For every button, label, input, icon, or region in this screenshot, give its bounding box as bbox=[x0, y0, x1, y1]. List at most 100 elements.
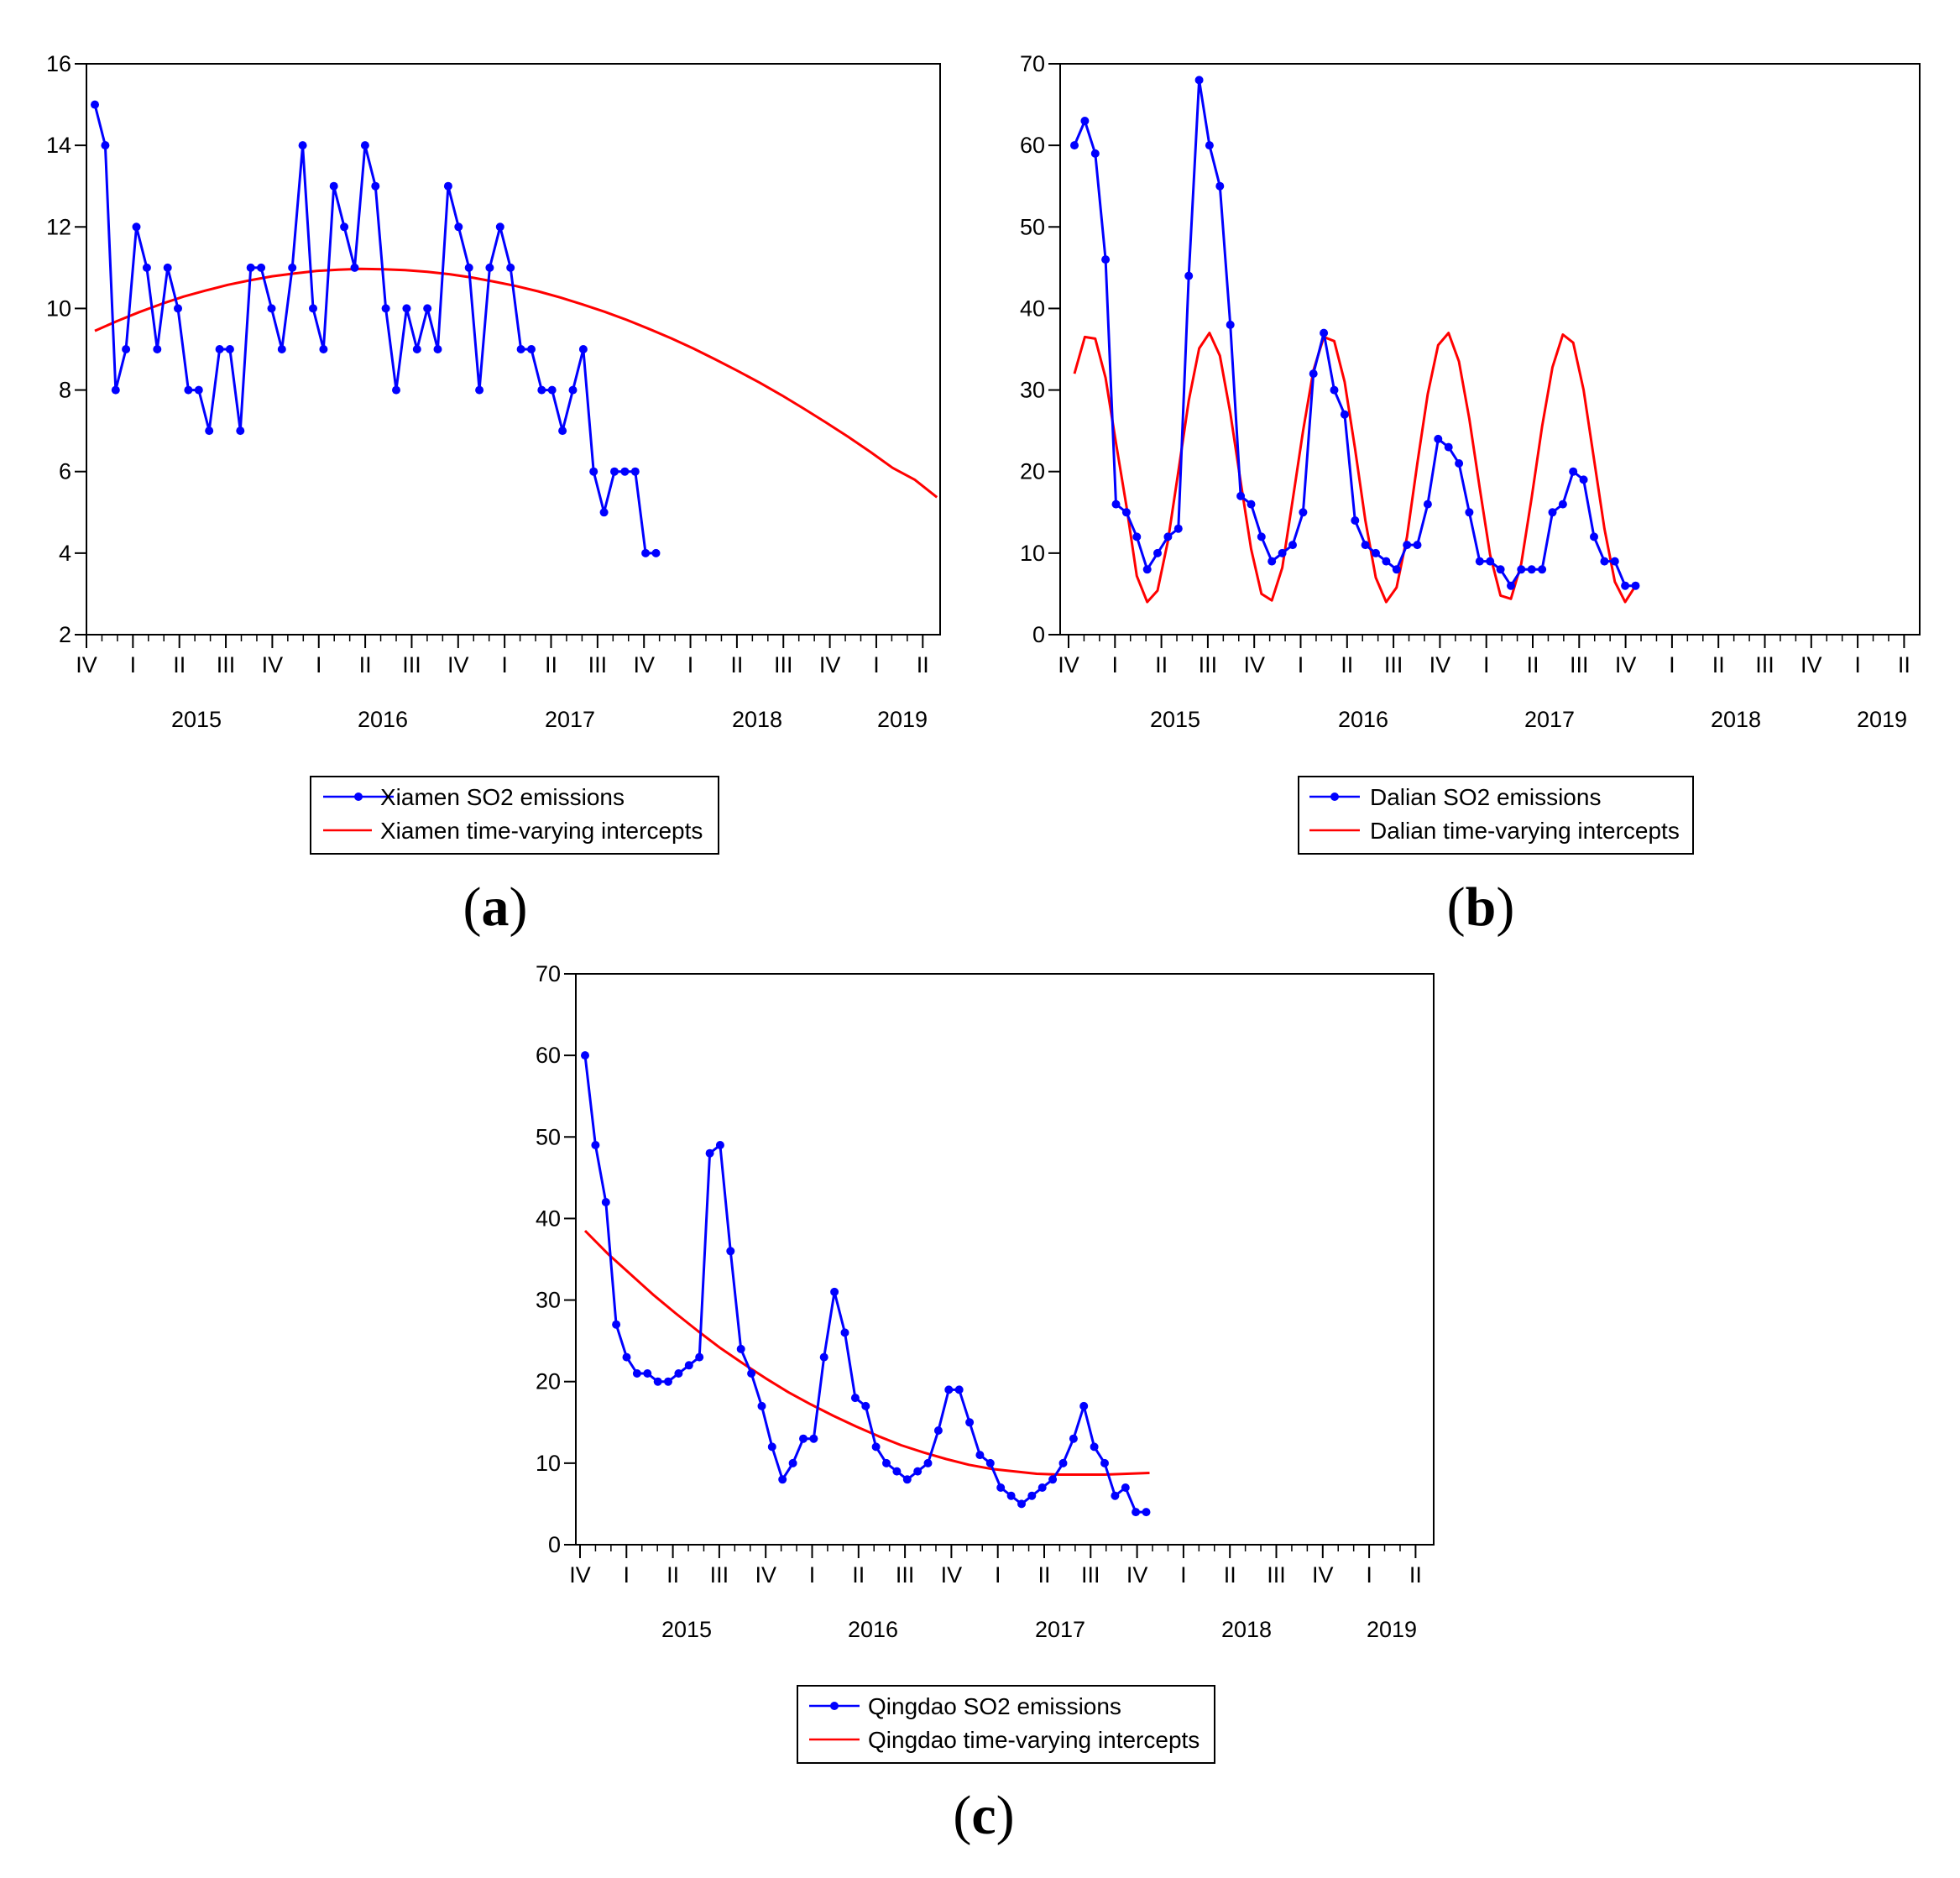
panel-a-legend-label-observed: Xiamen SO2 emissions bbox=[380, 784, 625, 810]
panel-c-observed-point bbox=[809, 1434, 818, 1443]
panel-b-observed-point bbox=[1236, 491, 1246, 500]
panel-c-observed-point bbox=[882, 1458, 891, 1467]
panel-c-year-label: 2019 bbox=[1367, 1617, 1417, 1642]
panel-a-observed-point bbox=[194, 385, 203, 395]
panel-a-quarter-label: I bbox=[873, 652, 880, 677]
panel-b-y-tick-label: 10 bbox=[1020, 541, 1045, 566]
panel-b-caption-letter: b bbox=[1466, 876, 1497, 938]
panel-a-observed-point bbox=[485, 263, 494, 272]
panel-b-year-label: 2019 bbox=[1857, 707, 1907, 732]
panel-b-observed-point bbox=[1267, 557, 1277, 566]
panel-c-legend: Qingdao SO2 emissions Qingdao time-varyi… bbox=[797, 1685, 1215, 1764]
panel-c-observed-point bbox=[695, 1352, 704, 1362]
panel-c-observed-point bbox=[892, 1467, 902, 1476]
panel-b-quarter-label: III bbox=[1384, 652, 1403, 677]
panel-b-observed-point bbox=[1413, 541, 1422, 550]
panel-c-quarter-label: I bbox=[624, 1562, 630, 1588]
panel-b-year-label: 2018 bbox=[1711, 707, 1761, 732]
panel-b-quarter-label: II bbox=[1341, 652, 1353, 677]
panel-a-y-tick-label: 12 bbox=[46, 214, 71, 239]
panel-c-observed-point bbox=[1037, 1483, 1047, 1492]
panel-b-observed-point bbox=[1590, 532, 1598, 541]
panel-a-observed-point bbox=[360, 141, 369, 150]
panel-c-observed-point bbox=[612, 1320, 621, 1329]
panel-b-y-tick-label: 30 bbox=[1020, 378, 1045, 403]
panel-b-observed-point bbox=[1631, 581, 1640, 590]
panel-a-observed-point bbox=[433, 345, 442, 353]
panel-c-observed-point bbox=[581, 1051, 589, 1060]
panel-b-legend: Dalian SO2 emissions Dalian time-varying… bbox=[1298, 776, 1694, 855]
panel-b-quarter-label: I bbox=[1854, 652, 1861, 677]
panel-c-y-tick-label: 0 bbox=[548, 1532, 561, 1557]
panel-b-quarter-label: I bbox=[1669, 652, 1675, 677]
panel-a-caption-letter: a bbox=[482, 876, 510, 938]
panel-a-observed-point bbox=[527, 345, 536, 353]
panel-a-quarter-label: IV bbox=[819, 652, 841, 677]
panel-c-observed-point bbox=[736, 1344, 745, 1353]
panel-c-observed-point bbox=[705, 1148, 714, 1158]
panel-a-quarter-label: IV bbox=[633, 652, 655, 677]
panel-c-year-label: 2016 bbox=[848, 1617, 898, 1642]
panel-b-legend-label-trend: Dalian time-varying intercepts bbox=[1370, 818, 1680, 844]
panel-b-observed-point bbox=[1173, 524, 1183, 533]
panel-c-observed-point bbox=[1069, 1434, 1078, 1443]
panel-a-observed-point bbox=[464, 263, 473, 272]
panel-b-observed-point bbox=[1153, 548, 1162, 557]
panel-a-quarter-label: I bbox=[501, 652, 508, 677]
panel-b-y-tick-label: 20 bbox=[1020, 459, 1045, 484]
panel-a-observed-point bbox=[412, 345, 421, 353]
panel-a-legend-box bbox=[310, 776, 719, 855]
panel-c-observed-point bbox=[653, 1377, 662, 1386]
panel-a-quarter-label: III bbox=[217, 652, 236, 677]
panel-c-observed-point bbox=[933, 1426, 943, 1435]
panel-a-observed-point bbox=[153, 345, 162, 353]
panel-c-trend-line bbox=[583, 1229, 1150, 1476]
panel-a-observed-point bbox=[651, 548, 661, 557]
panel-c-observed-point bbox=[664, 1377, 672, 1386]
panel-a-observed-point bbox=[423, 304, 432, 313]
panel-b-quarter-label: IV bbox=[1243, 652, 1265, 677]
panel-c-observed-point bbox=[871, 1442, 881, 1452]
panel-b-observed-point bbox=[1455, 459, 1464, 468]
panel-c-observed-point bbox=[788, 1458, 797, 1467]
panel-a-quarter-label: II bbox=[173, 652, 186, 677]
panel-a-observed-point bbox=[381, 304, 390, 313]
panel-a-y-tick-label: 4 bbox=[59, 541, 71, 566]
panel-a-quarter-label: I bbox=[687, 652, 694, 677]
panel-b-observed-point bbox=[1423, 500, 1432, 509]
panel-b-observed-point bbox=[1361, 541, 1370, 550]
panel-b-quarter-label: I bbox=[1112, 652, 1119, 677]
panel-a-observed-point bbox=[111, 385, 120, 395]
panel-c-observed-point bbox=[1058, 1458, 1068, 1467]
panel-b-observed-point bbox=[1517, 565, 1526, 574]
panel-a-observed-point bbox=[319, 345, 328, 353]
panel-c-observed-point bbox=[1100, 1458, 1109, 1467]
panel-c-observed-point bbox=[913, 1467, 923, 1476]
panel-b-observed-point bbox=[1507, 581, 1515, 590]
panel-c-series bbox=[581, 1051, 1151, 1517]
panel-c-observed-point bbox=[1121, 1483, 1130, 1492]
panel-b-observed-point bbox=[1340, 410, 1349, 419]
panel-a-observed-point bbox=[599, 508, 609, 517]
panel-c-caption: (c) bbox=[953, 1785, 1014, 1846]
panel-a-observed-point bbox=[620, 467, 630, 476]
panel-c-quarter-label: IV bbox=[941, 1562, 963, 1588]
panel-c-observed-point bbox=[799, 1434, 808, 1443]
panel-a-y-axis: 2 4 6 8 10 12 14 16 bbox=[46, 51, 86, 647]
panel-a-observed-point bbox=[537, 385, 546, 395]
panel-a-quarter-label: I bbox=[316, 652, 322, 677]
panel-c-observed-point bbox=[1048, 1475, 1058, 1484]
panel-a-quarter-label: III bbox=[774, 652, 793, 677]
panel-b-observed-point bbox=[1163, 532, 1173, 541]
panel-c-observed-point bbox=[601, 1198, 610, 1206]
panel-c-observed-point bbox=[715, 1141, 724, 1149]
panel-c-observed-point bbox=[1090, 1442, 1099, 1452]
panel-c-quarter-label: IV bbox=[1312, 1562, 1334, 1588]
panel-c-observed-point bbox=[726, 1247, 735, 1256]
panel-a-quarter-label: II bbox=[545, 652, 557, 677]
panel-c-observed-point bbox=[767, 1442, 776, 1452]
panel-b-quarter-label: II bbox=[1898, 652, 1910, 677]
panel-c-observed-point bbox=[996, 1483, 1006, 1492]
panel-c-observed-point bbox=[954, 1385, 964, 1394]
